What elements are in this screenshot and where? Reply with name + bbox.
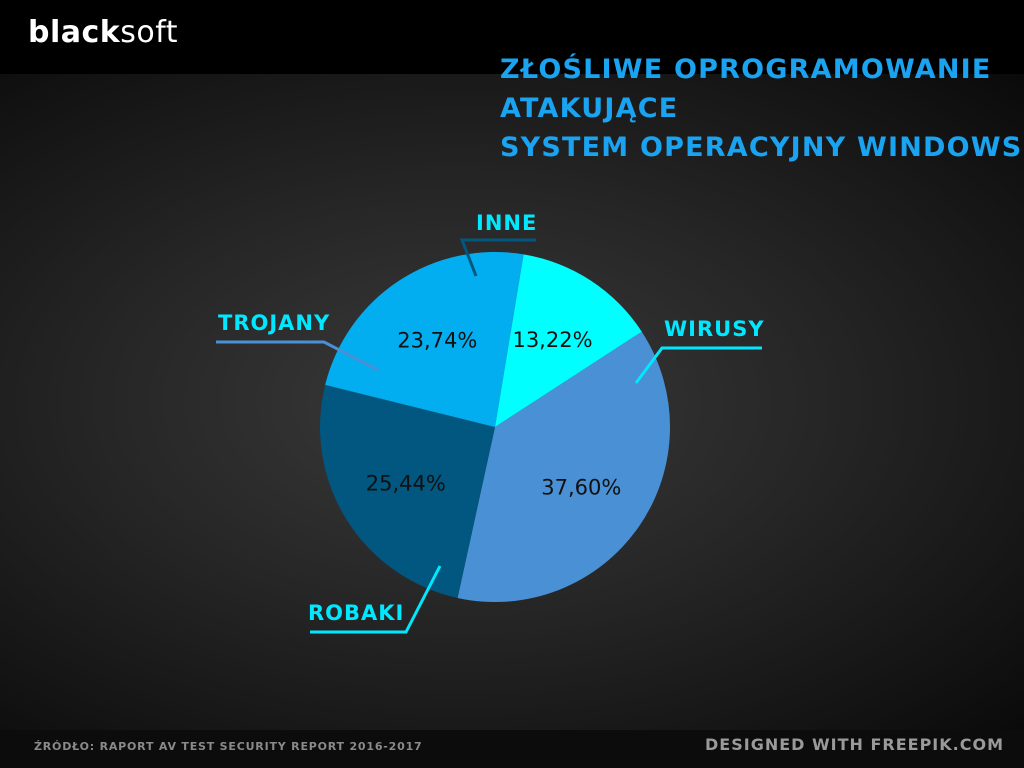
callout-line-inne <box>459 238 536 277</box>
callout-line-robaki <box>310 565 442 634</box>
callout-label-robaki: ROBAKI <box>308 601 404 625</box>
design-credit: DESIGNED WITH FREEPIK.COM <box>705 735 1004 754</box>
logo-k-part: k <box>99 15 121 50</box>
pie-slice-trojany <box>325 251 524 427</box>
pie-percentage-labels: 37,60% 25,44% 23,74% 13,22% <box>366 328 622 500</box>
callout-label-wirusy: WIRUSY <box>664 317 765 341</box>
pie-value-label-inne: 13,22% <box>512 328 592 352</box>
pie-value-label-wirusy: 37,60% <box>541 476 621 500</box>
logo-light-part: soft <box>120 15 179 50</box>
chart-title-line-2: ATAKUJĄCE <box>500 93 679 124</box>
logo-bold-part: blac <box>28 15 100 50</box>
chart-title: ZŁOŚLIWE OPROGRAMOWANIE ATAKUJĄCE SYSTEM… <box>500 50 1022 167</box>
pie-callouts: WIRUSY ROBAKI TROJANY INNE <box>216 211 765 634</box>
chart-title-line-3: SYSTEM OPERACYJNY WINDOWS <box>500 132 1023 163</box>
source-note: ŹRÓDŁO: RAPORT AV TEST SECURITY REPORT 2… <box>34 740 423 753</box>
chart-title-line-1: ZŁOŚLIWE OPROGRAMOWANIE <box>500 54 992 85</box>
callout-line-trojany <box>216 340 379 372</box>
pie-value-label-trojany: 23,74% <box>397 328 477 352</box>
pie-slice-inne <box>495 254 642 427</box>
footer-bar: ŹRÓDŁO: RAPORT AV TEST SECURITY REPORT 2… <box>0 730 1024 768</box>
pie-value-label-robaki: 25,44% <box>366 471 446 495</box>
brand-logo: blacksoft <box>28 16 178 50</box>
header-bar: blacksoft <box>0 0 1024 74</box>
pie-slice-wirusy <box>457 331 670 602</box>
callout-label-trojany: TROJANY <box>218 311 330 335</box>
pie-slice-robaki <box>320 384 495 598</box>
callout-line-wirusy <box>634 346 762 384</box>
pie-slices <box>320 251 670 602</box>
callout-label-inne: INNE <box>476 211 537 235</box>
